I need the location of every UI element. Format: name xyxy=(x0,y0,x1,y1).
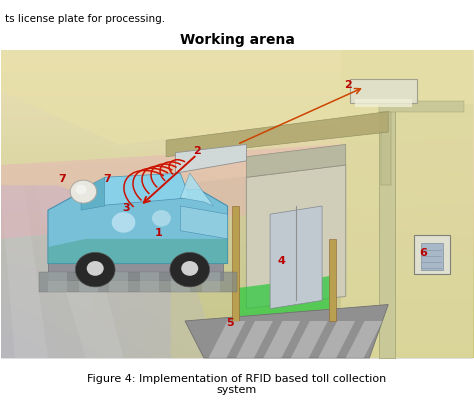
Circle shape xyxy=(112,212,136,233)
Polygon shape xyxy=(81,177,105,210)
Circle shape xyxy=(181,261,198,276)
Text: Working arena: Working arena xyxy=(180,33,294,47)
Bar xyxy=(421,243,443,269)
Circle shape xyxy=(170,253,210,287)
Circle shape xyxy=(152,210,171,227)
Polygon shape xyxy=(48,190,228,264)
Polygon shape xyxy=(180,206,228,239)
Polygon shape xyxy=(0,185,218,358)
Bar xyxy=(232,206,239,321)
Circle shape xyxy=(75,185,87,194)
Bar xyxy=(329,239,336,321)
Polygon shape xyxy=(185,304,388,358)
Polygon shape xyxy=(341,50,474,358)
Polygon shape xyxy=(175,145,246,173)
Polygon shape xyxy=(201,272,220,292)
Polygon shape xyxy=(140,272,159,292)
Text: 1: 1 xyxy=(155,228,163,238)
Polygon shape xyxy=(291,321,328,358)
Polygon shape xyxy=(237,276,331,321)
Polygon shape xyxy=(95,173,190,206)
Text: 2: 2 xyxy=(193,145,201,156)
Polygon shape xyxy=(34,185,124,358)
Text: ts license plate for processing.: ts license plate for processing. xyxy=(5,14,165,24)
Polygon shape xyxy=(109,272,128,292)
Circle shape xyxy=(87,261,104,276)
Circle shape xyxy=(70,180,97,203)
Text: 7: 7 xyxy=(103,174,111,184)
Bar xyxy=(381,112,391,185)
Text: 3: 3 xyxy=(122,203,130,213)
Polygon shape xyxy=(180,173,213,206)
Polygon shape xyxy=(264,321,301,358)
Polygon shape xyxy=(246,145,346,177)
Polygon shape xyxy=(79,272,98,292)
Polygon shape xyxy=(270,206,322,309)
Polygon shape xyxy=(209,321,246,358)
Bar xyxy=(350,79,417,103)
Polygon shape xyxy=(0,145,341,239)
Polygon shape xyxy=(236,321,273,358)
Text: 6: 6 xyxy=(420,248,428,258)
Polygon shape xyxy=(346,321,383,358)
Polygon shape xyxy=(318,321,355,358)
Bar xyxy=(379,79,395,358)
Text: 4: 4 xyxy=(278,256,286,267)
Text: 7: 7 xyxy=(58,174,66,184)
Polygon shape xyxy=(166,112,388,157)
Circle shape xyxy=(75,253,115,287)
Polygon shape xyxy=(0,50,474,145)
Polygon shape xyxy=(171,272,190,292)
Polygon shape xyxy=(171,165,341,358)
Polygon shape xyxy=(246,165,346,309)
Bar xyxy=(414,235,450,274)
Text: 2: 2 xyxy=(344,80,352,90)
Text: Figure 4: Implementation of RFID based toll collection
system: Figure 4: Implementation of RFID based t… xyxy=(87,374,387,396)
Polygon shape xyxy=(0,185,48,358)
Polygon shape xyxy=(48,272,67,292)
Bar xyxy=(355,99,412,108)
Polygon shape xyxy=(48,239,228,264)
Polygon shape xyxy=(48,264,223,280)
Text: 5: 5 xyxy=(226,318,234,328)
Polygon shape xyxy=(38,272,237,292)
Bar xyxy=(379,101,464,112)
